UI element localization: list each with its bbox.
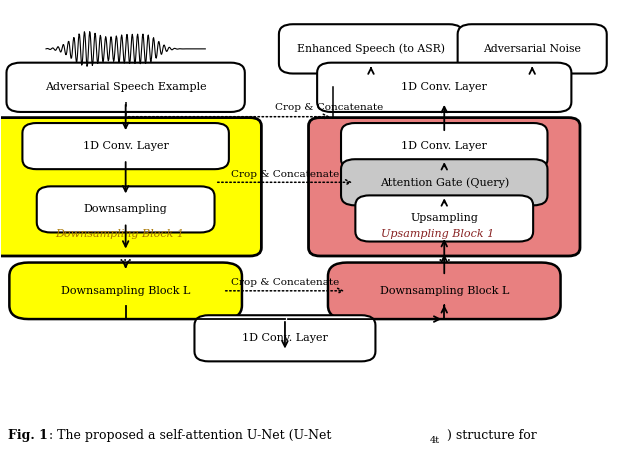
Text: 4t: 4t [429, 436, 440, 445]
Text: Downsampling Block L: Downsampling Block L [380, 286, 509, 296]
FancyBboxPatch shape [341, 159, 547, 205]
Text: Upsampling Block 1: Upsampling Block 1 [381, 229, 495, 239]
Text: Enhanced Speech (to ASR): Enhanced Speech (to ASR) [297, 44, 445, 54]
FancyBboxPatch shape [328, 263, 561, 319]
FancyBboxPatch shape [458, 24, 607, 74]
Text: Fig. 1: Fig. 1 [8, 429, 47, 442]
Text: ...: ... [118, 250, 132, 264]
FancyBboxPatch shape [0, 117, 261, 256]
FancyBboxPatch shape [195, 315, 376, 361]
Text: : The proposed a self-attention U-Net (U-Net: : The proposed a self-attention U-Net (U… [49, 429, 332, 442]
Text: Downsampling Block 1: Downsampling Block 1 [55, 229, 184, 239]
Text: 1D Conv. Layer: 1D Conv. Layer [83, 141, 168, 151]
FancyBboxPatch shape [317, 63, 572, 112]
Text: Crop & Concatenate: Crop & Concatenate [231, 278, 339, 287]
Text: 1D Conv. Layer: 1D Conv. Layer [242, 334, 328, 343]
FancyBboxPatch shape [308, 117, 580, 256]
Text: Crop & Concatenate: Crop & Concatenate [231, 170, 339, 179]
FancyBboxPatch shape [10, 263, 242, 319]
FancyBboxPatch shape [22, 123, 229, 169]
Text: ) structure for: ) structure for [447, 429, 537, 442]
Text: 1D Conv. Layer: 1D Conv. Layer [401, 82, 487, 92]
FancyBboxPatch shape [341, 123, 547, 169]
Text: 1D Conv. Layer: 1D Conv. Layer [401, 141, 487, 151]
FancyBboxPatch shape [6, 63, 245, 112]
FancyBboxPatch shape [279, 24, 463, 74]
Text: Downsampling: Downsampling [84, 204, 168, 214]
Text: Crop & Concatenate: Crop & Concatenate [275, 103, 384, 112]
Text: Adversarial Speech Example: Adversarial Speech Example [45, 82, 207, 92]
Text: ...: ... [437, 250, 451, 264]
Text: Adversarial Noise: Adversarial Noise [483, 44, 581, 54]
FancyBboxPatch shape [36, 187, 214, 233]
Text: Attention Gate (Query): Attention Gate (Query) [380, 177, 509, 187]
Text: Downsampling Block L: Downsampling Block L [61, 286, 190, 296]
FancyBboxPatch shape [355, 195, 533, 242]
Text: Upsampling: Upsampling [410, 213, 478, 223]
